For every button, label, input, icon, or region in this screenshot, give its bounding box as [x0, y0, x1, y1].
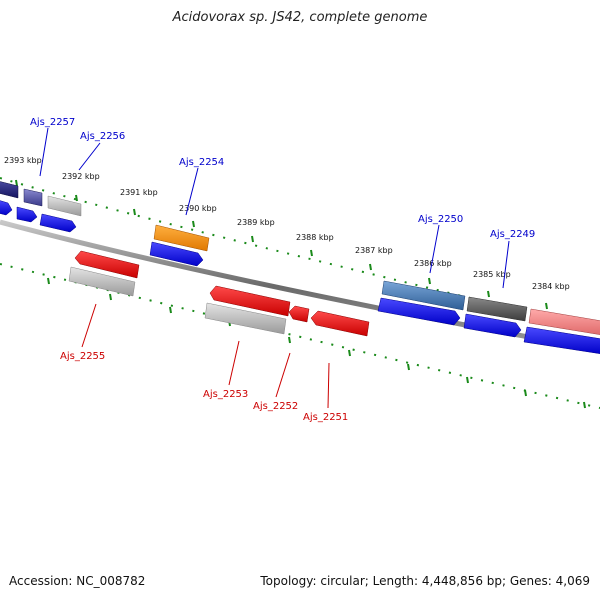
tick-label: 2385 kbp — [473, 270, 511, 279]
cds-arrow[interactable] — [0, 200, 13, 216]
gene-label-ajs-2256[interactable]: Ajs_2256 — [80, 131, 125, 142]
tick-label: 2387 kbp — [355, 246, 393, 255]
gene-label-ajs-2255[interactable]: Ajs_2255 — [60, 351, 105, 362]
gene-label-ajs-2249[interactable]: Ajs_2249 — [490, 229, 535, 240]
cds-arrow[interactable] — [39, 213, 77, 233]
gene-label-ajs-2257[interactable]: Ajs_2257 — [30, 117, 75, 128]
gene-feature-ajs-2253-gray[interactable] — [204, 302, 287, 335]
gene-feature-ajs-2250[interactable] — [381, 280, 466, 311]
tick-label: 2393 kbp — [4, 156, 42, 165]
tick-label: 2392 kbp — [62, 172, 100, 181]
genome-summary-text: Topology: circular; Length: 4,448,856 bp… — [260, 574, 590, 588]
gene-label-ajs-2254[interactable]: Ajs_2254 — [179, 157, 224, 168]
gene-feature-navy[interactable] — [0, 181, 19, 199]
gene-label-ajs-2251[interactable]: Ajs_2251 — [303, 412, 348, 423]
gene-feature-ajs-2251[interactable] — [310, 310, 370, 337]
gene-feature-ajs-2257[interactable] — [23, 188, 43, 207]
gene-feature-ajs-2249[interactable] — [466, 296, 528, 322]
major-tick-marks — [15, 179, 548, 310]
forward-leaders — [39, 127, 510, 289]
gene-feature-pink[interactable] — [528, 308, 600, 335]
gene-feature-ajs-2252[interactable] — [288, 305, 310, 323]
cds-arrow[interactable] — [149, 241, 204, 267]
tick-label: 2389 kbp — [237, 218, 275, 227]
cds-arrow[interactable] — [523, 326, 600, 354]
gene-feature-ajs-2254[interactable] — [153, 224, 210, 252]
gene-label-ajs-2253[interactable]: Ajs_2253 — [203, 389, 248, 400]
inner-major-ticks — [47, 277, 586, 409]
tick-label: 2388 kbp — [296, 233, 334, 242]
accession-text: Accession: NC_008782 — [9, 574, 146, 588]
gene-label-ajs-2252[interactable]: Ajs_2252 — [253, 401, 298, 412]
gene-feature-ajs-2256[interactable] — [47, 195, 82, 217]
cds-arrow[interactable] — [463, 313, 522, 338]
tick-label: 2386 kbp — [414, 259, 452, 268]
cds-arrow[interactable] — [377, 297, 461, 326]
tick-label: 2390 kbp — [179, 204, 217, 213]
cds-arrow[interactable] — [16, 206, 38, 223]
gene-feature-ajs-2255-gray[interactable] — [68, 266, 136, 297]
tick-label: 2384 kbp — [532, 282, 570, 291]
reverse-leaders — [81, 303, 330, 409]
gene-label-ajs-2250[interactable]: Ajs_2250 — [418, 214, 463, 225]
gene-feature-ajs-2253[interactable] — [209, 285, 291, 317]
gene-feature-ajs-2255[interactable] — [74, 250, 140, 279]
tick-label: 2391 kbp — [120, 188, 158, 197]
genome-title: Acidovorax sp. JS42, complete genome — [172, 10, 428, 25]
